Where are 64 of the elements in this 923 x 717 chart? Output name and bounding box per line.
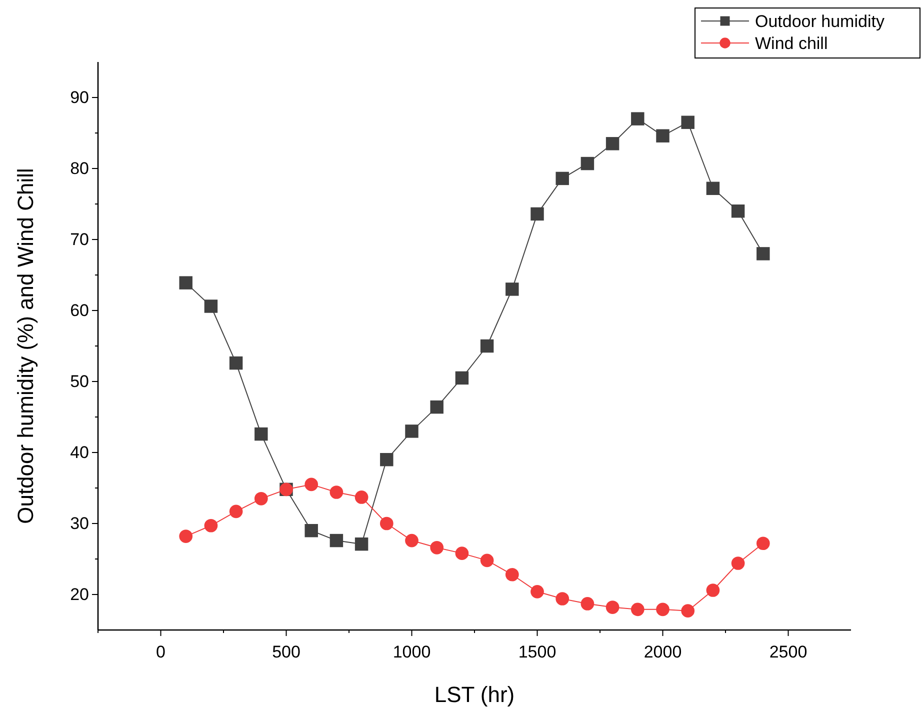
x-axis-title: LST (hr) [434,682,515,707]
point [330,534,344,548]
point [506,282,519,296]
point [204,518,218,532]
y-tick-label: 70 [70,230,89,249]
y-tick-label: 60 [70,300,89,320]
point [530,207,544,221]
point [380,452,394,466]
point [430,400,444,414]
y-tick-label: 30 [70,514,89,533]
point [731,556,745,570]
point [731,204,745,218]
legend-label: Wind chill [755,34,828,53]
point [530,584,544,598]
x-tick-label: 1000 [392,642,431,662]
point [204,300,218,313]
point [580,156,594,170]
y-tick-label: 20 [70,584,89,604]
y-tick-label: 80 [70,158,89,178]
point [354,490,368,504]
legend-label: Outdoor humidity [755,12,885,31]
point [580,597,594,610]
point [756,536,770,550]
point [480,339,494,353]
point [229,356,243,370]
point [631,112,644,126]
point [681,116,694,129]
y-tick-label: 50 [70,372,89,391]
point [304,478,318,492]
point [681,604,695,618]
x-tick-label: 500 [272,642,300,662]
point [430,540,444,554]
point [505,568,519,582]
point [630,602,644,616]
point [455,371,469,385]
point [405,424,418,438]
point [656,129,670,142]
point [179,276,192,290]
point [254,492,268,506]
point [606,137,620,150]
x-tick-label: 2000 [644,642,682,662]
x-tick-label: 0 [156,642,166,662]
point [556,592,570,606]
point [656,602,670,616]
point [606,600,620,614]
y-tick-label: 40 [70,442,89,462]
x-tick-label: 1500 [518,642,556,662]
point [304,524,318,538]
point [756,247,770,260]
point [480,554,494,568]
point [706,182,720,195]
point [330,486,344,499]
point [179,530,193,543]
point [354,537,368,551]
y-axis-title: Outdoor humidity (%) and Wind Chill [13,168,38,524]
point [254,427,268,441]
y-tick-label: 90 [70,88,89,107]
x-tick-label: 2500 [769,642,808,662]
point [556,172,569,186]
point [455,546,469,560]
point [405,534,418,548]
point [229,504,243,518]
point [706,584,720,597]
point [380,516,394,530]
